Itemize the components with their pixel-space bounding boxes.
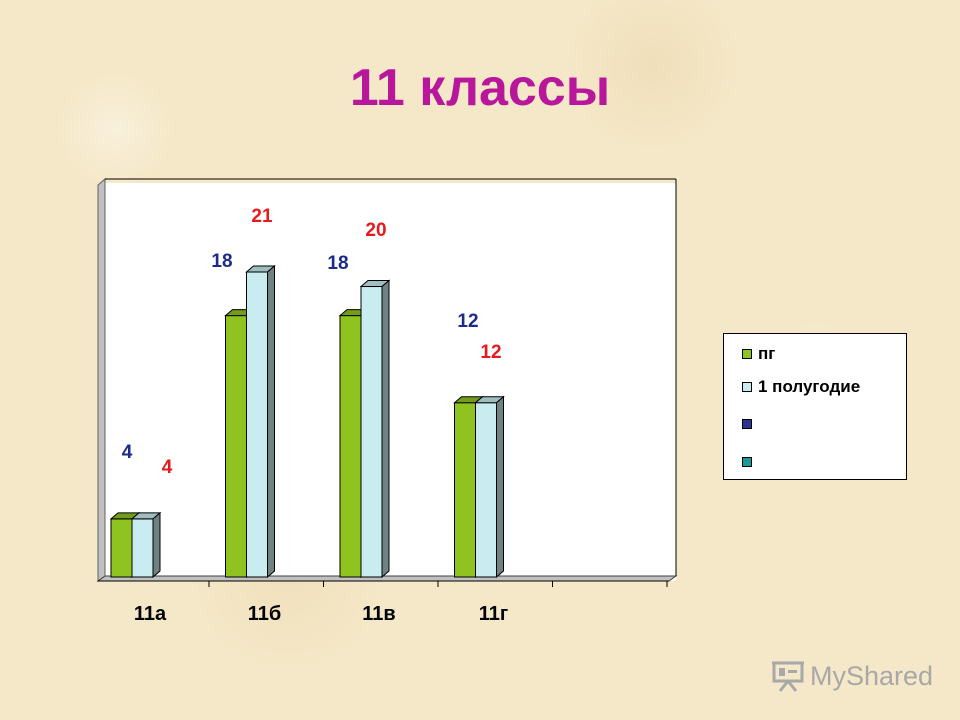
bar-front <box>110 518 133 578</box>
bar-front <box>131 518 154 578</box>
x-tick-label-11в: 11в <box>362 603 395 625</box>
legend-swatch-1-polugodie <box>742 382 752 392</box>
page-title: 11 классы <box>349 59 611 117</box>
bar-11б-s2 <box>245 264 276 579</box>
x-tick-label-11а: 11а <box>134 603 167 625</box>
legend-item-3 <box>742 414 758 434</box>
legend-item-pg: пг <box>742 344 775 364</box>
data-label-11г-s2: 12 <box>480 342 501 363</box>
plot-floor <box>96 575 678 582</box>
data-label-11в-s2: 20 <box>365 220 386 241</box>
x-tick-label-11б: 11б <box>248 603 282 625</box>
bar-front <box>360 286 383 578</box>
data-label-11а-s1: 4 <box>122 442 133 463</box>
bar-front <box>454 402 476 578</box>
bar-11г-s2 <box>474 395 505 579</box>
bar-side <box>496 395 504 579</box>
bar-front <box>246 271 268 578</box>
watermark-text: MyShared <box>810 660 934 691</box>
data-label-11в-s1: 18 <box>327 253 348 274</box>
legend-label-1-polugodie: 1 полугодие <box>758 377 861 396</box>
x-tick-label-11г: 11г <box>479 603 508 625</box>
watermark: MyShared <box>770 656 933 696</box>
legend-item-4 <box>742 452 758 472</box>
legend-label-pg: пг <box>758 344 776 363</box>
bar-11в-s2 <box>359 279 391 579</box>
presentation-icon <box>772 661 804 692</box>
bar-front <box>225 315 247 578</box>
bar-11а-s2 <box>130 511 162 579</box>
legend-swatch-pg <box>742 349 752 359</box>
bar-front <box>475 402 497 578</box>
bar-front <box>339 315 362 578</box>
bar-side <box>381 279 390 579</box>
data-label-11а-s2: 4 <box>162 457 173 478</box>
chart-x-tick-labels: 11а 11б 11в 11г <box>134 603 508 625</box>
legend-swatch-3 <box>742 419 752 429</box>
chart-legend: пг 1 полугодие <box>723 333 907 480</box>
legend-item-1-polugodie: 1 полугодие <box>742 377 860 397</box>
data-label-11г-s1: 12 <box>457 311 478 332</box>
bar-side <box>152 511 161 579</box>
bar-side <box>267 264 275 579</box>
plot-side-wall <box>97 177 106 582</box>
data-label-11б-s1: 18 <box>211 251 232 272</box>
legend-swatch-4 <box>742 457 752 467</box>
chart-bars <box>109 264 505 579</box>
data-label-11б-s2: 21 <box>251 206 273 227</box>
